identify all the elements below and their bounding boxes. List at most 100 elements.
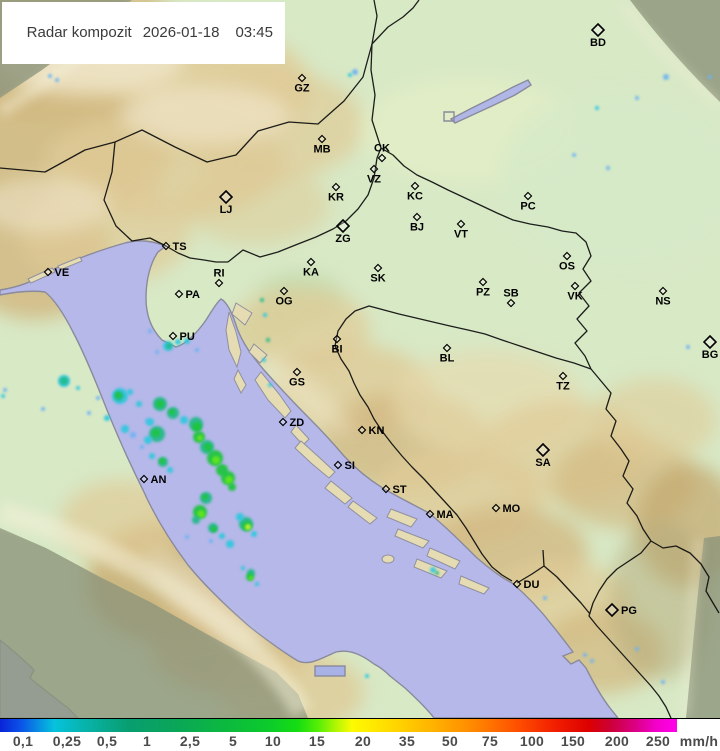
- gargano-lake: [314, 665, 346, 677]
- radar-echo-cell: [543, 596, 547, 600]
- radar-echo-cell: [166, 343, 172, 349]
- radar-echo-cell: [663, 74, 669, 80]
- radar-echo-cell: [144, 436, 152, 444]
- station-diamond-icon: [604, 602, 620, 618]
- radar-echo-cell: [180, 416, 188, 424]
- radar-echo-cell: [175, 339, 181, 345]
- title-bar: Radar kompozit 2026-01-18 03:45: [2, 2, 285, 64]
- station-label: MB: [313, 144, 330, 156]
- station-label: PG: [621, 605, 637, 617]
- station-PA: PA: [174, 289, 200, 301]
- station-label: SI: [345, 460, 355, 472]
- observation-time: 03:45: [235, 24, 273, 41]
- station-label: GS: [289, 377, 305, 389]
- station-PC: PC: [520, 191, 536, 213]
- radar-echo-cell: [121, 425, 129, 433]
- station-TZ: TZ: [556, 371, 570, 393]
- station-PU: PU: [168, 331, 195, 343]
- station-BG: BG: [702, 334, 719, 361]
- radar-echo-cell: [348, 73, 352, 77]
- station-label: LJ: [220, 204, 233, 216]
- radar-echo-cell: [156, 400, 164, 408]
- scale-tick-label: 200: [604, 733, 630, 749]
- scale-tick-label: 35: [398, 733, 416, 749]
- radar-echo-cell: [76, 386, 80, 390]
- station-MB: MB: [313, 134, 331, 156]
- station-diamond-icon: [512, 579, 522, 589]
- station-diamond-icon: [562, 251, 572, 261]
- radar-echo-cell: [185, 535, 189, 539]
- station-BD: BD: [590, 22, 606, 49]
- station-label: OS: [559, 261, 575, 273]
- station-NS: NS: [655, 286, 671, 308]
- station-ZG: ZG: [335, 218, 351, 245]
- radar-echo-cell: [195, 348, 199, 352]
- radar-echo-cell: [96, 396, 100, 400]
- station-label: BG: [702, 349, 719, 361]
- station-diamond-icon: [523, 191, 533, 201]
- lake-balaton-inlet: [443, 111, 455, 122]
- station-ZD: ZD: [278, 417, 304, 429]
- station-GS: GS: [289, 367, 305, 389]
- station-PG: PG: [604, 602, 637, 618]
- scale-tick-label: 50: [441, 733, 459, 749]
- radar-map: GZ BD MB CK VZ KC KR LJ PC BJ VT ZG TS OS KA SK VE RI PZ VK…: [0, 0, 720, 719]
- radar-echo-cell: [251, 531, 257, 537]
- station-diamond-icon: [381, 484, 391, 494]
- station-diamond-icon: [332, 334, 342, 344]
- station-diamond-icon: [491, 503, 501, 513]
- radar-echo-cell: [219, 533, 225, 539]
- scale-tick-label: 0,1: [12, 733, 34, 749]
- radar-echo-cell: [130, 432, 136, 438]
- station-diamond-icon: [558, 371, 568, 381]
- radar-echo-cell: [152, 429, 160, 437]
- radar-echo-cell: [435, 571, 439, 575]
- radar-echo-cell: [255, 582, 259, 586]
- mask-bottom-right: [686, 536, 720, 718]
- precip-scale-bar: [0, 719, 677, 732]
- radar-echo-cell: [635, 647, 639, 651]
- radar-echo-cell: [209, 539, 213, 543]
- station-diamond-icon: [478, 277, 488, 287]
- adriatic-sea: [0, 240, 619, 718]
- station-label: PU: [180, 331, 195, 343]
- radar-echo-cell: [149, 453, 155, 459]
- station-diamond-icon: [373, 263, 383, 273]
- radar-echo-cell: [3, 388, 7, 392]
- station-diamond-icon: [658, 286, 668, 296]
- scale-tick-label: 2,5: [179, 733, 201, 749]
- station-diamond-icon: [278, 417, 288, 427]
- radar-echo-cell: [430, 567, 436, 573]
- observation-date: 2026-01-18: [142, 24, 220, 41]
- scale-tick-label: 1: [142, 733, 152, 749]
- station-diamond-icon: [369, 164, 379, 174]
- station-label: VK: [567, 291, 582, 303]
- station-ST: ST: [381, 484, 407, 496]
- scale-tick-label: 5: [228, 733, 238, 749]
- station-label: PZ: [476, 287, 490, 299]
- station-BJ: BJ: [410, 212, 424, 234]
- station-diamond-icon: [377, 153, 387, 163]
- station-diamond-icon: [279, 286, 289, 296]
- station-AN: AN: [139, 474, 166, 486]
- radar-echo-cell: [192, 516, 200, 524]
- radar-echo-cell: [155, 350, 159, 354]
- radar-echo-cell: [212, 456, 220, 464]
- radar-echo-cell: [192, 422, 202, 432]
- station-SB: SB: [503, 288, 519, 308]
- mask-top-right: [630, 0, 720, 102]
- station-diamond-icon: [456, 219, 466, 229]
- station-GZ: GZ: [294, 73, 310, 95]
- station-VZ: VZ: [367, 164, 381, 186]
- station-label: ST: [393, 484, 407, 496]
- radar-echo-cell: [55, 78, 59, 82]
- station-OS: OS: [559, 251, 575, 273]
- station-diamond-icon: [442, 343, 452, 353]
- radar-echo-cell: [686, 345, 690, 349]
- station-MA: MA: [425, 509, 454, 521]
- precip-scale-labels: 0,1 0,25 0,5 1 2,5 5 10 15 20 35 50 75 100 150 200 250 m…: [0, 732, 720, 751]
- radar-echo-cell: [365, 674, 369, 678]
- radar-map-canvas: GZ BD MB CK VZ KC KR LJ PC BJ VT ZG TS OS KA SK VE RI PZ VK…: [0, 0, 720, 718]
- station-diamond-icon: [161, 241, 171, 251]
- station-TS: TS: [161, 241, 187, 253]
